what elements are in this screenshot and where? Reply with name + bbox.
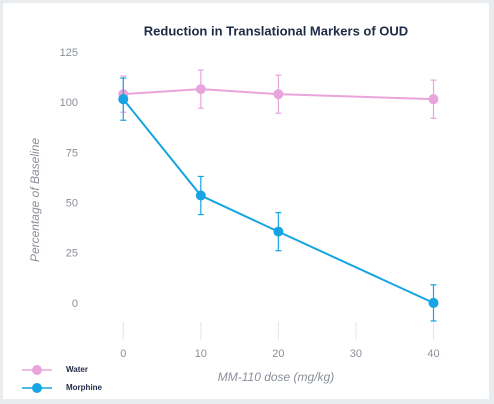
y-tick-label: 125 bbox=[60, 47, 78, 59]
point bbox=[195, 190, 206, 201]
card bbox=[3, 3, 489, 399]
y-tick-label: 0 bbox=[72, 298, 78, 310]
x-tick-label: 40 bbox=[427, 348, 439, 360]
point bbox=[428, 297, 439, 308]
legend-label: Water bbox=[66, 365, 88, 374]
y-tick-label: 100 bbox=[60, 97, 78, 109]
series-line bbox=[123, 88, 434, 101]
legend-marker bbox=[32, 365, 42, 375]
point bbox=[195, 84, 206, 95]
series-line bbox=[122, 98, 434, 304]
x-tick-label: 0 bbox=[120, 348, 126, 360]
point bbox=[273, 89, 284, 100]
y-tick-label: 50 bbox=[66, 197, 78, 209]
legend-marker bbox=[32, 383, 42, 393]
chart-title: Reduction in Translational Markers of OU… bbox=[144, 23, 408, 38]
point bbox=[428, 94, 439, 105]
point bbox=[273, 226, 284, 237]
y-tick-label: 75 bbox=[66, 147, 78, 159]
x-tick-label: 20 bbox=[272, 348, 284, 360]
x-tick-label: 30 bbox=[350, 348, 362, 360]
x-tick-label: 10 bbox=[195, 348, 207, 360]
y-axis-label: Percentage of Baseline bbox=[28, 138, 42, 262]
point bbox=[118, 94, 129, 105]
legend-label: Morphine bbox=[66, 383, 103, 392]
y-tick-label: 25 bbox=[66, 248, 78, 260]
x-axis-label: MM-110 dose (mg/kg) bbox=[218, 370, 334, 384]
